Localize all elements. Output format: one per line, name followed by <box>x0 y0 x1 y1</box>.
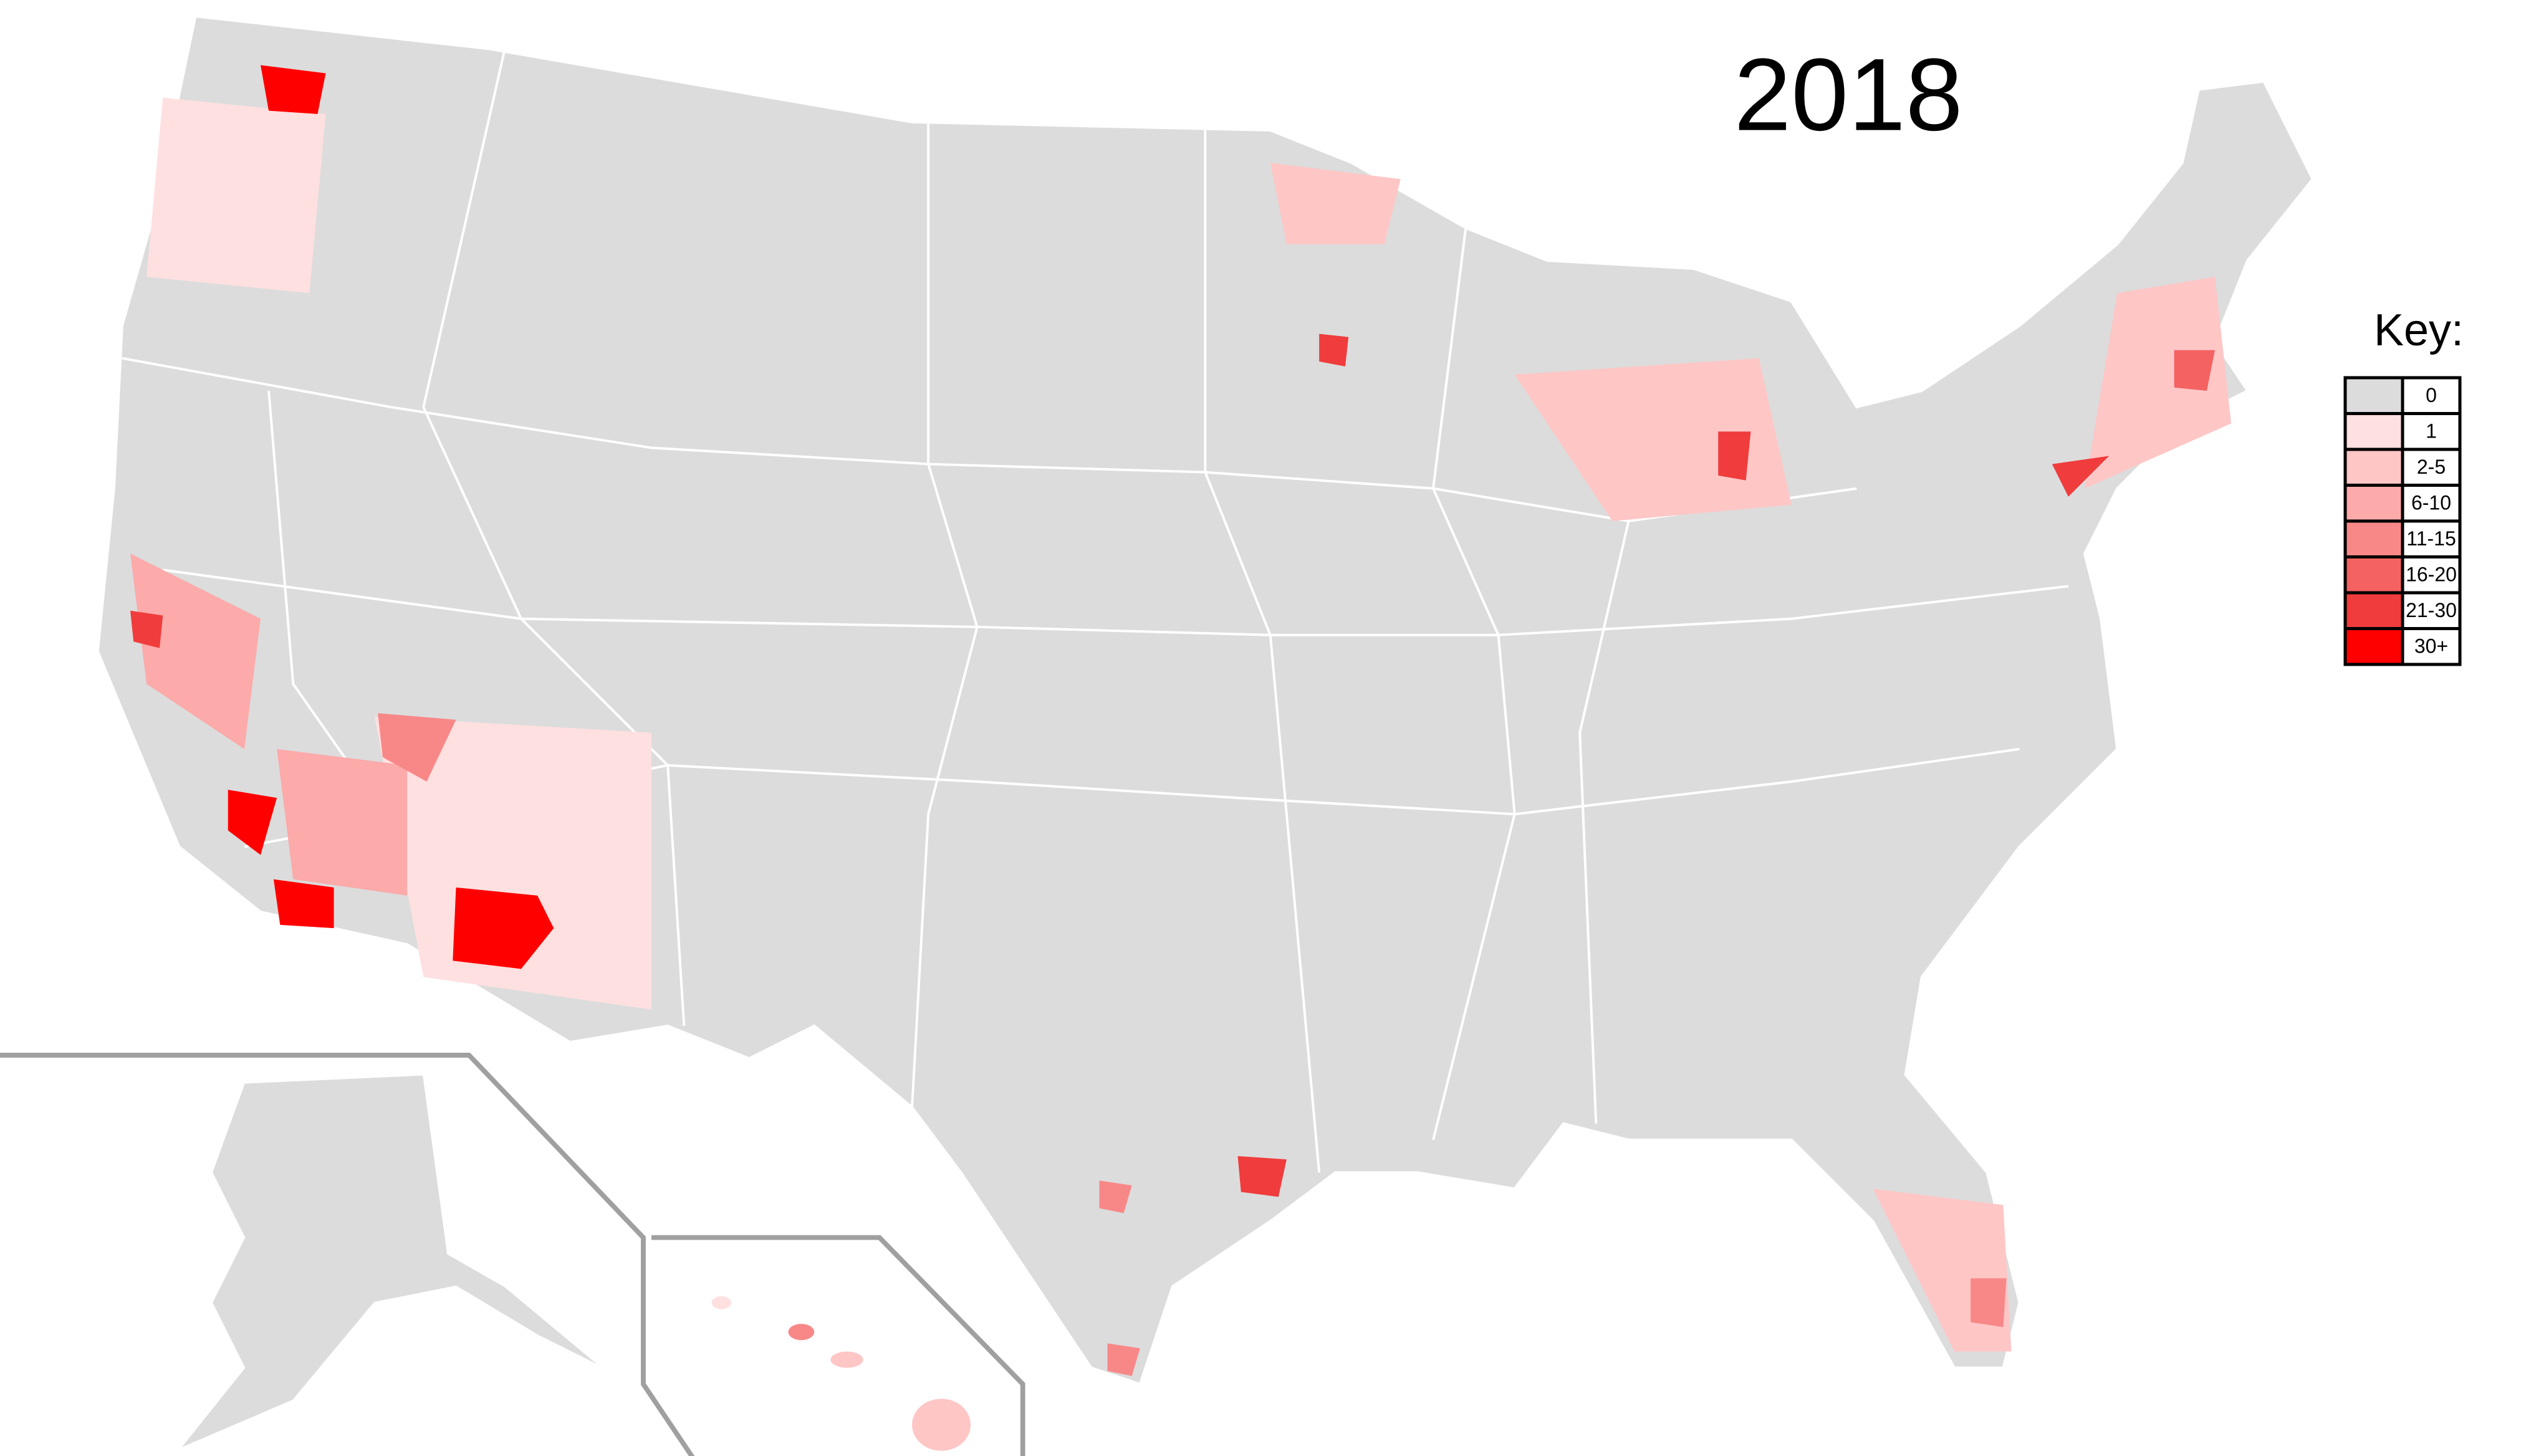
legend-label: 11-15 <box>2406 527 2456 550</box>
county-area <box>2085 277 2232 489</box>
county-area <box>1107 1343 1140 1376</box>
legend-label-box <box>2401 627 2462 666</box>
county-area <box>1319 333 1349 366</box>
county-area <box>378 713 456 782</box>
shaded-counties <box>130 65 2232 1376</box>
legend-label: 6-10 <box>2411 492 2451 514</box>
legend-label-box <box>2401 376 2462 415</box>
county-area <box>1270 163 1401 244</box>
island <box>711 1296 732 1310</box>
legend: 0 1 2-5 6-10 11-15 16-20 21-30 30+ <box>2343 376 2462 666</box>
legend-swatch <box>2343 412 2404 451</box>
county-area <box>146 97 326 294</box>
legend-label-box <box>2401 519 2462 558</box>
inset-borders <box>0 1052 1025 1456</box>
legend-swatch <box>2343 484 2404 523</box>
county-area <box>2174 350 2215 391</box>
legend-label-box <box>2401 555 2462 595</box>
island <box>912 1399 971 1451</box>
legend-swatch <box>2343 519 2404 558</box>
county-area <box>130 610 163 648</box>
border <box>122 357 1857 522</box>
border <box>911 122 979 1108</box>
border <box>1431 228 1516 1141</box>
county-area <box>277 749 408 896</box>
border <box>1578 520 1630 1124</box>
legend-label: 0 <box>2426 384 2437 406</box>
county-area <box>1971 1278 2007 1328</box>
county-area <box>228 790 277 855</box>
legend-label: 2-5 <box>2417 456 2446 478</box>
legend-label: 30+ <box>2414 635 2448 658</box>
legend-label: 1 <box>2426 420 2437 443</box>
county-area <box>1718 431 1751 481</box>
county-area <box>273 879 334 929</box>
county-area <box>1099 1181 1132 1214</box>
hawaii <box>711 1296 971 1451</box>
alaska <box>178 1073 603 1450</box>
county-area <box>261 65 326 114</box>
legend-swatch <box>2343 627 2404 666</box>
legend-label: 21-30 <box>2406 599 2457 621</box>
legend-swatch <box>2343 555 2404 595</box>
legend-label-box <box>2401 591 2462 630</box>
county-area <box>2052 456 2110 497</box>
legend-title: Key: <box>2374 305 2464 355</box>
county-area <box>1514 358 1792 521</box>
county-area <box>130 553 261 749</box>
county-area <box>1237 1156 1287 1197</box>
legend-swatch <box>2343 591 2404 630</box>
map-layer <box>0 14 2315 1456</box>
inset-line <box>0 1052 695 1456</box>
border <box>422 48 686 1026</box>
map-title: 2018 <box>1734 37 1962 152</box>
legend-swatch <box>2343 448 2404 487</box>
island <box>788 1323 815 1341</box>
legend-label-box <box>2401 484 2462 523</box>
legend-label: 16-20 <box>2406 563 2457 586</box>
border <box>1204 130 1321 1173</box>
legend-swatch <box>2343 376 2404 415</box>
inset-line <box>651 1235 1025 1456</box>
county-area <box>453 887 554 969</box>
county-area <box>1873 1189 2012 1352</box>
county-area <box>374 716 651 1010</box>
island <box>830 1351 863 1368</box>
legend-label-box <box>2401 412 2462 451</box>
